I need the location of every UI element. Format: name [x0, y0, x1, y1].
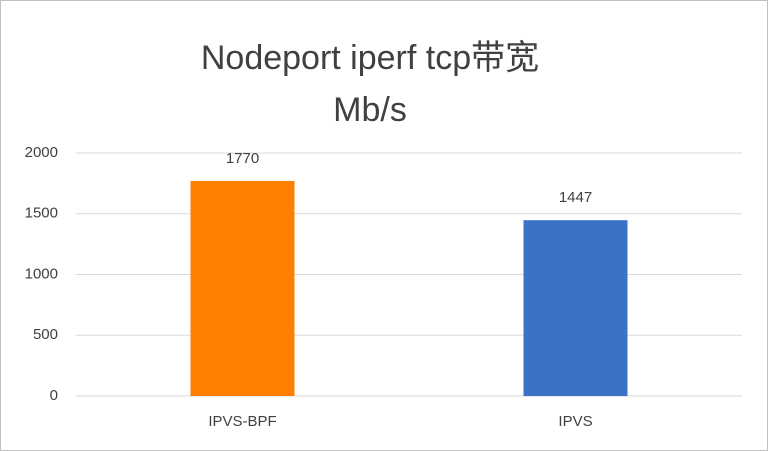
- y-tick-label: 0: [50, 387, 58, 404]
- bar: [523, 220, 628, 396]
- chart-title: Nodeport iperf tcp带宽: [201, 39, 539, 77]
- chart-subtitle: Mb/s: [333, 91, 407, 129]
- y-tick-label: 1000: [25, 265, 58, 282]
- data-label: 1770: [226, 150, 259, 167]
- y-tick-label: 500: [33, 326, 58, 343]
- x-tick-label: IPVS: [558, 413, 592, 430]
- y-tick-label: 2000: [25, 144, 58, 161]
- y-tick-label: 1500: [25, 205, 58, 222]
- x-tick-label: IPVS-BPF: [208, 413, 276, 430]
- data-label: 1447: [559, 189, 592, 206]
- bar: [190, 180, 295, 396]
